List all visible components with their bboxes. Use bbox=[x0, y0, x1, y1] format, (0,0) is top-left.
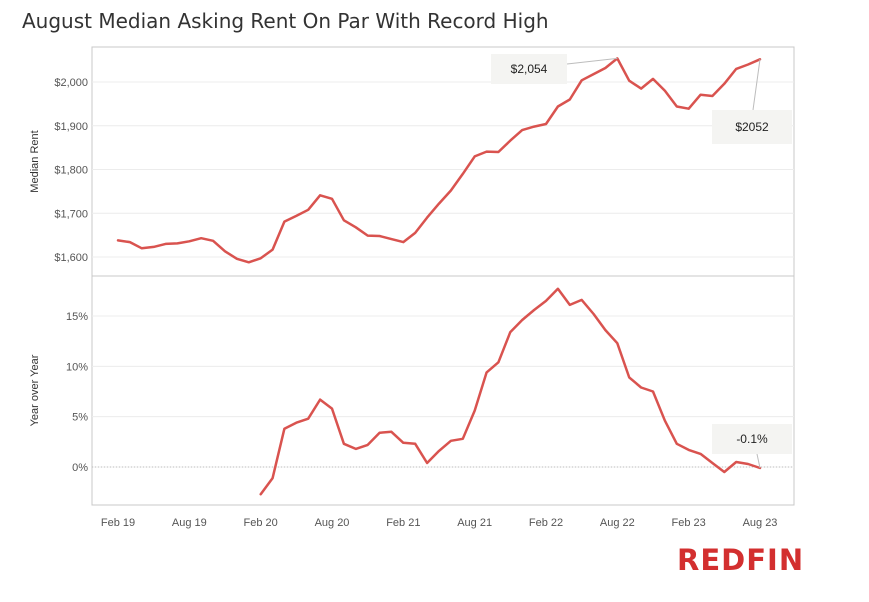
x-tick-label: Feb 19 bbox=[101, 517, 135, 529]
median-rent-ytick-label: $1,700 bbox=[54, 208, 88, 220]
annotation-latest-rent-box bbox=[712, 110, 792, 144]
x-tick-label: Aug 22 bbox=[600, 517, 635, 529]
median-rent-ytick-label: $2,000 bbox=[54, 77, 88, 89]
x-tick-label: Aug 20 bbox=[315, 517, 350, 529]
annotation-peak-leader bbox=[566, 57, 618, 65]
year-over-year-ytick-label: 10% bbox=[66, 361, 88, 373]
median-rent-axis-label: Median Rent bbox=[29, 130, 41, 192]
year-over-year-ytick-label: 15% bbox=[66, 311, 88, 323]
x-tick-label: Feb 22 bbox=[529, 517, 563, 529]
annotation-latest-yoy-label: -0.1% bbox=[736, 432, 768, 446]
annotation-latest-rent-leader bbox=[752, 59, 761, 111]
year-over-year-ytick-label: 0% bbox=[72, 462, 88, 474]
year-over-year-axis-label: Year over Year bbox=[29, 354, 41, 426]
x-tick-label: Feb 20 bbox=[244, 517, 278, 529]
median-rent-ytick-label: $1,600 bbox=[54, 252, 88, 264]
x-tick-label: Aug 21 bbox=[457, 517, 492, 529]
year-over-year-ytick-label: 5% bbox=[72, 412, 88, 424]
annotation-peak-box bbox=[491, 54, 567, 84]
annotation-peak-label: $2,054 bbox=[511, 62, 548, 76]
annotation-latest-yoy-leader bbox=[756, 453, 761, 469]
annotation-latest-yoy: -0.1% bbox=[712, 424, 792, 469]
x-tick-label: Feb 21 bbox=[386, 517, 420, 529]
median-rent-series-line bbox=[116, 57, 762, 264]
x-tick-label: Aug 23 bbox=[743, 517, 778, 529]
annotation-latest-rent-label: $2052 bbox=[735, 120, 769, 134]
chart-title: August Median Asking Rent On Par With Re… bbox=[22, 9, 549, 33]
median-rent-ytick-label: $1,800 bbox=[54, 165, 88, 177]
redfin-logo: REDFIN bbox=[677, 543, 805, 577]
median-rent-ytick-label: $1,900 bbox=[54, 121, 88, 133]
x-tick-label: Feb 23 bbox=[672, 517, 706, 529]
annotation-latest-yoy-box bbox=[712, 424, 792, 454]
year-over-year-series-line bbox=[259, 287, 762, 496]
annotation-latest-rent: $2052 bbox=[712, 59, 792, 144]
x-tick-label: Aug 19 bbox=[172, 517, 207, 529]
annotation-peak: $2,054 bbox=[491, 54, 618, 84]
